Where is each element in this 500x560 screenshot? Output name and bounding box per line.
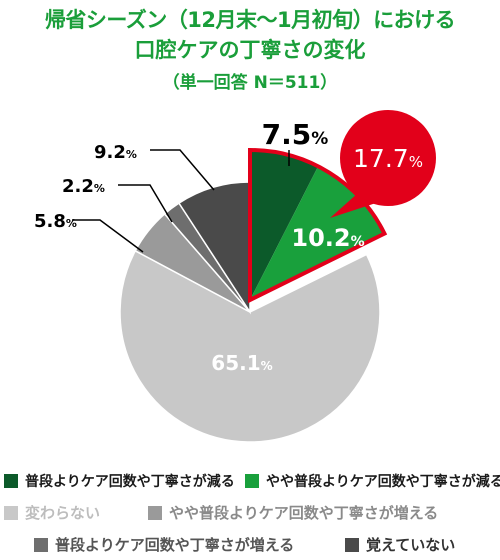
legend-label-3: やや普段よりケア回数や丁寧さが増える [169,504,439,522]
callout-bubble [340,110,436,206]
legend-swatch-5 [345,537,359,552]
chart-subtitle: （単一回答 N＝511） [162,73,338,93]
legend-label-2: 変わらない [25,504,101,522]
legend-swatch-2 [4,505,18,520]
slice-label-4: 2.2% [62,176,105,197]
legend-swatch-1 [245,474,259,488]
slice-label-1: 10.2% [291,224,364,252]
slice-label-3: 5.8% [34,211,77,232]
slice-label-0: 7.5% [262,118,329,151]
legend-swatch-4 [34,537,48,552]
legend-swatch-0 [4,474,18,488]
leader-line-5 [150,149,215,191]
legend-item-3: やや普段よりケア回数や丁寧さが増える [148,502,438,523]
legend-item-5: 覚えていない [345,534,455,555]
legend-item-1: やや普段よりケア回数や丁寧さが減る [245,471,500,491]
legend-item-0: 普段よりケア回数や丁寧さが減る [4,471,235,491]
pie-slice-0 [250,150,319,300]
exploded-group-outline [248,147,388,304]
chart-title-line-2: 口腔ケアの丁寧さの変化 [134,38,366,62]
legend-label-5: 覚えていない [366,536,456,554]
chart-title-line-1: 帰省シーズン（12月末〜1月初旬）における [44,8,456,32]
legend-item-2: 変わらない [4,502,100,523]
slice-label-2: 65.1% [211,351,272,375]
pie-slice-2 [119,249,381,443]
legend-item-4: 普段よりケア回数や丁寧さが増える [34,534,294,555]
legend-swatch-3 [148,505,162,520]
legend-label-4: 普段よりケア回数や丁寧さが増える [55,536,295,554]
leader-line-3 [72,219,144,253]
legend-label-0: 普段よりケア回数や丁寧さが減る [25,474,235,490]
callout-label: 17.7% [353,144,423,173]
slice-label-5: 9.2% [94,142,137,163]
leader-line-4 [118,184,173,223]
legend-label-1: やや普段よりケア回数や丁寧さが減る [266,474,500,490]
